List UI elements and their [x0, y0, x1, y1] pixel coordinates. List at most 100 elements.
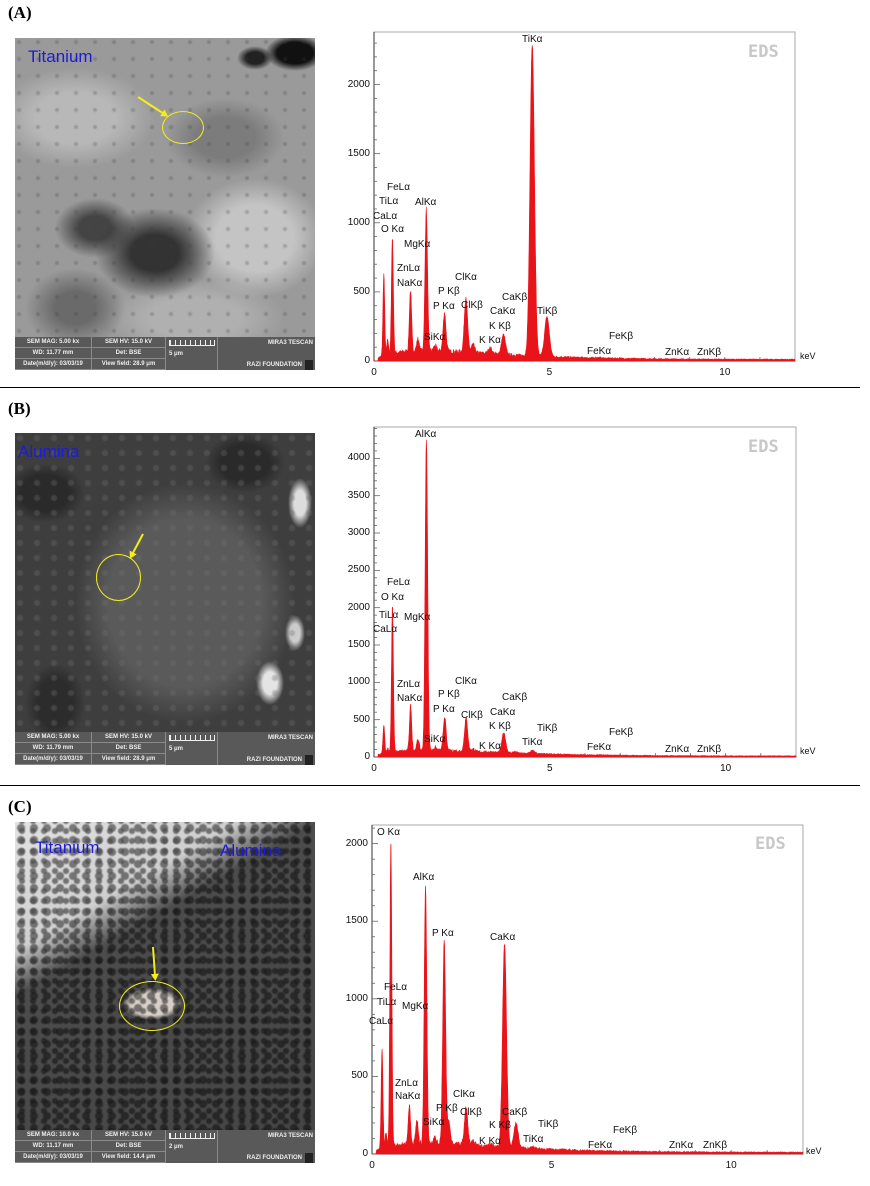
peak-label: K Kβ: [489, 321, 511, 332]
peak-label: FeKβ: [609, 727, 634, 738]
sem-vendor: MIRA3 TESCAN: [267, 339, 313, 346]
peak-label: SiKα: [423, 1117, 445, 1128]
sem-hv: SEM HV: 15.0 kV: [92, 1130, 166, 1141]
peak-label: K Kβ: [489, 1120, 511, 1131]
peak-label: ZnKβ: [697, 744, 722, 755]
x-tick-label: 10: [720, 763, 732, 774]
peak-label: O Kα: [381, 224, 405, 235]
peak-label: CaLα: [369, 1016, 394, 1027]
y-tick-label: 2000: [347, 78, 370, 90]
sem-view-field: View field: 28.9 μm: [92, 359, 166, 370]
material-label-alumina: Alumina: [220, 841, 282, 860]
panel-label-c: (C): [8, 797, 32, 816]
peak-label: FeKα: [587, 742, 612, 753]
peak-label: TiLα: [377, 997, 397, 1008]
spacer: [166, 1152, 218, 1163]
peak-label: MgKα: [402, 1001, 429, 1012]
peak-label: ClKβ: [460, 1107, 482, 1118]
x-tick-label: 0: [371, 763, 377, 774]
sem-wd: WD: 11.79 mm: [15, 743, 92, 754]
peak-label: P Kα: [433, 301, 455, 312]
spacer: [218, 348, 315, 359]
y-tick-label: 2000: [345, 837, 368, 849]
sem-view-field: View field: 28.9 μm: [92, 754, 166, 765]
peak-label: NaKα: [397, 693, 423, 704]
logo-icon: [305, 359, 313, 370]
peak-label: O Kα: [377, 827, 401, 838]
material-label-alumina: Alumina: [18, 442, 80, 461]
sem-mag: SEM MAG: 10.0 kx: [15, 1130, 92, 1141]
sem-lab-text: RAZI FOUNDATION: [246, 1154, 302, 1161]
scale-label: 2 μm: [166, 1141, 218, 1152]
sem-image-b: Alumina SEM MAG: 5.00 kx SEM HV: 15.0 kV…: [15, 433, 315, 765]
peak-label: CaKβ: [502, 1107, 528, 1118]
sem-mag: SEM MAG: 5.00 kx: [15, 732, 92, 743]
sem-detector: Det: BSE: [92, 348, 166, 359]
x-tick-label: 5: [546, 367, 553, 378]
peak-label: TiKα: [522, 737, 543, 748]
y-tick-label: 0: [364, 751, 370, 762]
y-tick-label: 1000: [345, 992, 368, 1004]
sem-image-c: Titanium Alumina SEM MAG: 10.0 kx SEM HV…: [15, 822, 315, 1163]
watermark-eds: EDS: [748, 42, 779, 62]
peak-label: K Kα: [479, 741, 501, 752]
y-tick-label: 4000: [347, 452, 370, 464]
spacer: [218, 1141, 315, 1152]
x-tick-label: 10: [719, 367, 731, 378]
peak-label: NaKα: [395, 1091, 421, 1102]
watermark-eds: EDS: [748, 437, 779, 457]
peak-label: ZnKα: [665, 744, 690, 755]
sem-date: Date(m/d/y): 03/03/19: [15, 359, 92, 370]
panel-label-b: (B): [8, 399, 31, 418]
eds-spectrum: [374, 45, 796, 362]
peak-label: MgKα: [404, 612, 431, 623]
sem-lab-text: RAZI FOUNDATION: [246, 361, 302, 368]
highlight-circle: [162, 111, 204, 144]
peak-label: ZnKα: [665, 347, 690, 358]
y-tick-label: 500: [351, 1070, 368, 1082]
peak-label: ClKα: [455, 676, 477, 687]
peak-label: FeLα: [384, 982, 408, 993]
eds-spectrum: [372, 843, 804, 1155]
peak-label: FeLα: [387, 577, 411, 588]
peak-label: TiKβ: [537, 723, 558, 734]
x-tick-label: 10: [725, 1160, 737, 1171]
scale-label: 5 μm: [166, 348, 218, 359]
sem-view-field: View field: 14.4 μm: [92, 1152, 166, 1163]
peak-label: TiLα: [379, 610, 399, 621]
peak-label: NaKα: [397, 278, 423, 289]
peak-label: SiKα: [424, 332, 446, 343]
peak-label: FeKα: [587, 346, 612, 357]
sem-info-bar: SEM MAG: 10.0 kx SEM HV: 15.0 kV MIRA3 T…: [15, 1130, 315, 1163]
peak-label: P Kβ: [438, 286, 460, 297]
eds-spectrum: [374, 439, 797, 758]
scale-bar: [166, 337, 218, 348]
peak-label: K Kβ: [489, 721, 511, 732]
y-tick-label: 1500: [347, 147, 370, 159]
y-tick-label: 3500: [347, 489, 370, 501]
panel-divider: [0, 387, 860, 388]
peak-label: TiKα: [523, 1134, 544, 1145]
panel-divider: [0, 785, 860, 786]
sem-hv: SEM HV: 15.0 kV: [92, 337, 166, 348]
x-tick-label: 0: [371, 367, 377, 378]
y-tick-label: 0: [364, 355, 370, 366]
peak-label: CaKβ: [502, 292, 528, 303]
peak-label: ZnLα: [397, 263, 421, 274]
y-tick-label: 2500: [347, 564, 370, 576]
peak-label: P Kβ: [436, 1103, 458, 1114]
sem-detector: Det: BSE: [92, 1141, 166, 1152]
highlight-circle: [119, 981, 185, 1031]
sem-info-bar: SEM MAG: 5.00 kx SEM HV: 15.0 kV MIRA3 T…: [15, 337, 315, 370]
peak-label: TiKβ: [537, 306, 558, 317]
sem-image-a: Titanium SEM MAG: 5.00 kx SEM HV: 15.0 k…: [15, 38, 315, 370]
peak-label: CaKα: [490, 306, 516, 317]
peak-label: ZnKβ: [703, 1140, 728, 1151]
peak-label: FeKα: [588, 1140, 613, 1151]
sem-date: Date(m/d/y): 03/03/19: [15, 754, 92, 765]
peak-label: P Kβ: [438, 689, 460, 700]
peak-label: CaKβ: [502, 692, 528, 703]
y-tick-label: 1500: [347, 639, 370, 650]
material-label-titanium: Titanium: [35, 838, 100, 857]
